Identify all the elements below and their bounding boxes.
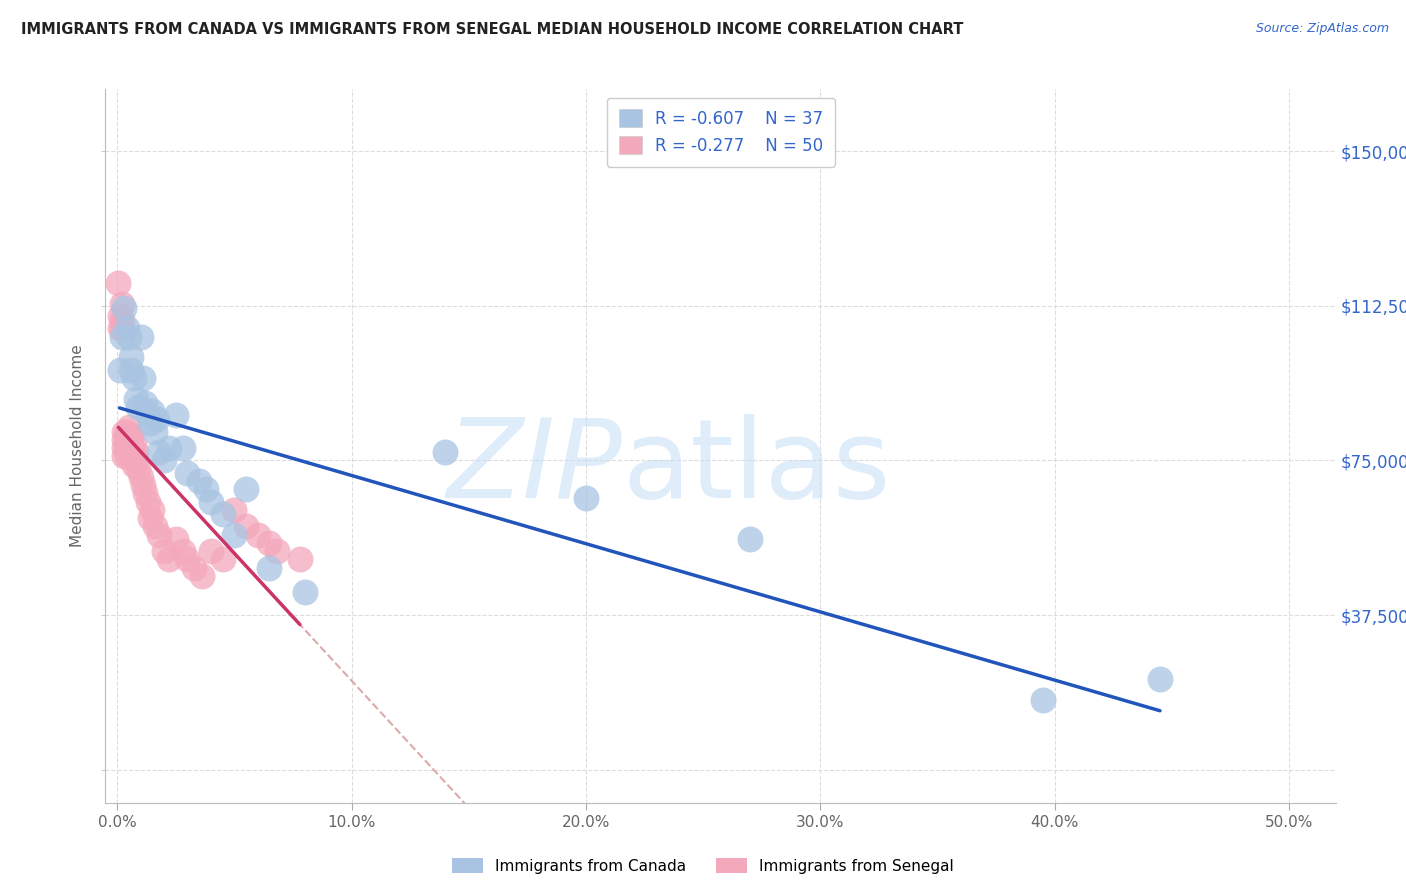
Point xyxy=(266,544,288,558)
Point xyxy=(129,329,152,343)
Point xyxy=(120,445,142,459)
Point xyxy=(125,453,148,467)
Point xyxy=(165,408,187,422)
Point xyxy=(235,483,257,497)
Point xyxy=(136,408,159,422)
Point xyxy=(112,441,135,455)
Point xyxy=(112,450,135,464)
Point xyxy=(115,450,138,464)
Point xyxy=(434,445,457,459)
Point xyxy=(259,560,281,574)
Point xyxy=(112,433,135,447)
Point xyxy=(132,371,155,385)
Point xyxy=(153,453,176,467)
Point xyxy=(118,329,141,343)
Y-axis label: Median Household Income: Median Household Income xyxy=(70,344,86,548)
Point xyxy=(139,511,162,525)
Point xyxy=(127,461,149,475)
Point xyxy=(224,527,246,541)
Point xyxy=(111,321,134,335)
Point xyxy=(118,445,141,459)
Point xyxy=(183,560,205,574)
Point xyxy=(118,420,141,434)
Point xyxy=(115,433,138,447)
Point xyxy=(108,362,131,376)
Point xyxy=(141,503,163,517)
Point xyxy=(120,351,142,365)
Point xyxy=(134,395,156,409)
Point xyxy=(176,466,198,480)
Legend: R = -0.607    N = 37, R = -0.277    N = 50: R = -0.607 N = 37, R = -0.277 N = 50 xyxy=(607,97,835,167)
Point xyxy=(122,458,145,472)
Point xyxy=(1149,672,1171,686)
Point xyxy=(132,478,155,492)
Point xyxy=(188,474,211,488)
Point xyxy=(118,437,141,451)
Point xyxy=(115,425,138,439)
Point xyxy=(575,491,598,505)
Point xyxy=(127,400,149,414)
Point xyxy=(107,276,129,290)
Text: ZIP: ZIP xyxy=(446,414,621,521)
Point xyxy=(235,519,257,533)
Point xyxy=(200,494,222,508)
Point xyxy=(146,412,169,426)
Point xyxy=(125,392,148,406)
Point xyxy=(120,428,142,442)
Point xyxy=(200,544,222,558)
Point xyxy=(738,532,761,546)
Point xyxy=(259,536,281,550)
Point xyxy=(112,301,135,315)
Point xyxy=(153,544,176,558)
Point xyxy=(112,425,135,439)
Point xyxy=(139,417,162,431)
Point xyxy=(111,296,134,310)
Text: atlas: atlas xyxy=(621,414,890,521)
Point xyxy=(148,527,170,541)
Point xyxy=(143,519,166,533)
Point xyxy=(111,313,134,327)
Point xyxy=(157,441,180,455)
Point xyxy=(122,437,145,451)
Point xyxy=(211,552,233,566)
Point xyxy=(136,494,159,508)
Point xyxy=(143,425,166,439)
Point xyxy=(172,441,194,455)
Point xyxy=(172,544,194,558)
Point xyxy=(1032,692,1054,706)
Point xyxy=(122,371,145,385)
Point xyxy=(246,527,269,541)
Point xyxy=(224,503,246,517)
Point xyxy=(118,428,141,442)
Point xyxy=(120,362,142,376)
Text: IMMIGRANTS FROM CANADA VS IMMIGRANTS FROM SENEGAL MEDIAN HOUSEHOLD INCOME CORREL: IMMIGRANTS FROM CANADA VS IMMIGRANTS FRO… xyxy=(21,22,963,37)
Point xyxy=(108,309,131,323)
Legend: Immigrants from Canada, Immigrants from Senegal: Immigrants from Canada, Immigrants from … xyxy=(446,852,960,880)
Point xyxy=(141,404,163,418)
Point xyxy=(195,483,218,497)
Point xyxy=(122,450,145,464)
Point xyxy=(125,445,148,459)
Point xyxy=(108,321,131,335)
Point xyxy=(148,445,170,459)
Point xyxy=(176,552,198,566)
Point xyxy=(134,486,156,500)
Text: Source: ZipAtlas.com: Source: ZipAtlas.com xyxy=(1256,22,1389,36)
Point xyxy=(115,441,138,455)
Point xyxy=(211,507,233,521)
Point xyxy=(120,437,142,451)
Point xyxy=(111,329,134,343)
Point xyxy=(288,552,311,566)
Point xyxy=(294,585,316,599)
Point xyxy=(115,321,138,335)
Point xyxy=(157,552,180,566)
Point xyxy=(165,532,187,546)
Point xyxy=(129,470,152,484)
Point xyxy=(190,569,212,583)
